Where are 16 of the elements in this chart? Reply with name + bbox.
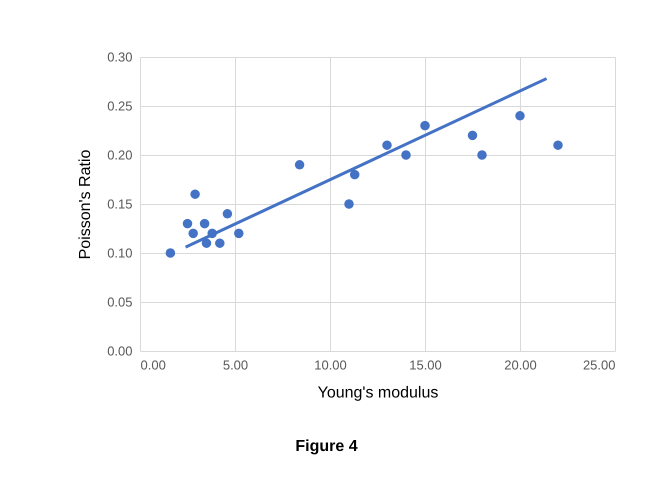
x-tick-label: 20.00 bbox=[504, 358, 537, 372]
caption: Figure 4 bbox=[294, 438, 359, 456]
y-axis-title: Poisson's Ratio bbox=[77, 150, 94, 260]
y-tick-label: 0.20 bbox=[107, 148, 132, 162]
y-tick-label: 0.05 bbox=[107, 294, 132, 310]
x-tick-label: 5.00 bbox=[222, 358, 248, 372]
x-axis-title: Young's modulus bbox=[318, 384, 438, 402]
y-tick-label: 0.10 bbox=[107, 246, 132, 260]
y-tick-label: 0.25 bbox=[107, 98, 132, 114]
x-tick-label: 15.00 bbox=[409, 358, 442, 372]
y-tick-label: 0.15 bbox=[107, 196, 132, 212]
x-tick-label: 0.00 bbox=[140, 358, 166, 372]
y-tick-label: 0.30 bbox=[107, 50, 132, 64]
y-tick-label: 0.00 bbox=[107, 344, 132, 358]
x-tick-label: 10.00 bbox=[314, 358, 347, 372]
x-tick-label: 25.00 bbox=[582, 358, 616, 372]
